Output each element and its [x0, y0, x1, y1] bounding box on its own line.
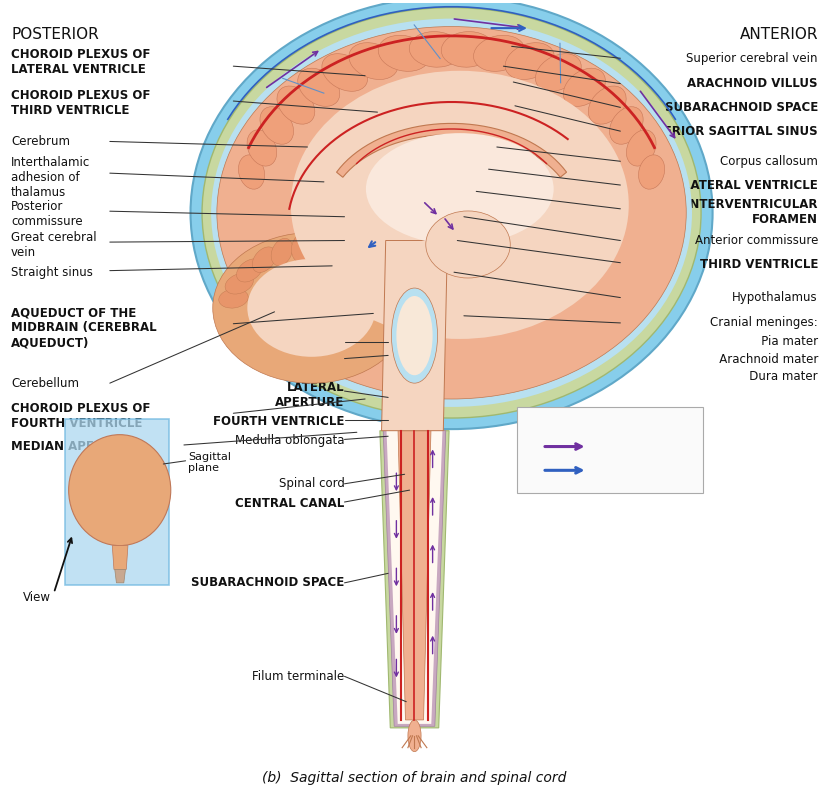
- Text: View: View: [23, 591, 51, 603]
- Text: Cerebrum: Cerebrum: [11, 135, 70, 148]
- Text: Posterior
commissure: Posterior commissure: [11, 200, 83, 228]
- Text: Great cerebral
vein: Great cerebral vein: [11, 231, 97, 259]
- Text: Dura mater: Dura mater: [738, 370, 817, 383]
- Text: AQUEDUCT OF THE
MIDBRAIN (CEREBRAL
AQUEDUCT): AQUEDUCT OF THE MIDBRAIN (CEREBRAL AQUED…: [11, 306, 156, 350]
- Text: ANTERIOR: ANTERIOR: [739, 27, 817, 42]
- Ellipse shape: [260, 107, 293, 144]
- Text: Interthalamic
adhesion of
thalamus: Interthalamic adhesion of thalamus: [11, 156, 90, 199]
- Ellipse shape: [638, 155, 664, 189]
- Ellipse shape: [321, 53, 368, 91]
- Text: SUPERIOR SAGITTAL SINUS: SUPERIOR SAGITTAL SINUS: [637, 124, 817, 137]
- Ellipse shape: [238, 155, 264, 189]
- Ellipse shape: [217, 26, 686, 399]
- Ellipse shape: [252, 247, 276, 272]
- Text: Cranial meninges:: Cranial meninges:: [710, 317, 817, 330]
- Text: Pia mater: Pia mater: [749, 335, 817, 349]
- Ellipse shape: [311, 234, 331, 263]
- Ellipse shape: [626, 130, 655, 166]
- Ellipse shape: [69, 435, 171, 546]
- Ellipse shape: [271, 239, 292, 266]
- Text: INTERVENTRICULAR
FORAMEN: INTERVENTRICULAR FORAMEN: [685, 198, 817, 226]
- Text: SUBARACHNOID SPACE: SUBARACHNOID SPACE: [191, 576, 344, 590]
- Ellipse shape: [247, 130, 277, 166]
- Ellipse shape: [365, 133, 553, 245]
- Ellipse shape: [504, 42, 554, 80]
- Polygon shape: [379, 431, 449, 728]
- Text: Superior cerebral vein: Superior cerebral vein: [686, 52, 817, 65]
- Ellipse shape: [409, 32, 461, 67]
- Ellipse shape: [219, 289, 248, 308]
- Polygon shape: [336, 124, 566, 177]
- Ellipse shape: [277, 86, 315, 124]
- Text: CSF: CSF: [595, 440, 619, 453]
- Text: Arachnoid mater: Arachnoid mater: [707, 353, 817, 365]
- Ellipse shape: [391, 288, 437, 383]
- Text: Venous blood: Venous blood: [595, 464, 679, 477]
- Polygon shape: [114, 570, 125, 583]
- Text: Filum terminale: Filum terminale: [252, 670, 344, 683]
- Ellipse shape: [190, 0, 712, 429]
- Ellipse shape: [297, 68, 339, 106]
- Ellipse shape: [374, 289, 404, 308]
- Text: Cerebellum: Cerebellum: [11, 377, 79, 389]
- Text: CHOROID PLEXUS OF
LATERAL VENTRICLE: CHOROID PLEXUS OF LATERAL VENTRICLE: [11, 48, 150, 77]
- Ellipse shape: [213, 232, 410, 383]
- Text: Straight sinus: Straight sinus: [11, 266, 93, 279]
- Ellipse shape: [291, 234, 311, 263]
- Text: POSTERIOR: POSTERIOR: [11, 27, 99, 42]
- Ellipse shape: [224, 273, 253, 294]
- Text: Medulla oblongata: Medulla oblongata: [234, 434, 344, 448]
- Ellipse shape: [330, 239, 352, 266]
- FancyBboxPatch shape: [517, 407, 702, 492]
- Ellipse shape: [396, 296, 432, 375]
- Ellipse shape: [236, 259, 262, 282]
- Ellipse shape: [291, 71, 628, 339]
- Text: Hypothalamus: Hypothalamus: [731, 291, 817, 304]
- Ellipse shape: [535, 53, 580, 91]
- Ellipse shape: [426, 211, 510, 278]
- Text: (b)  Sagittal section of brain and spinal cord: (b) Sagittal section of brain and spinal…: [262, 771, 566, 784]
- Text: SUBARACHNOID SPACE: SUBARACHNOID SPACE: [664, 101, 817, 114]
- Text: THIRD VENTRICLE: THIRD VENTRICLE: [699, 258, 817, 271]
- Ellipse shape: [360, 259, 386, 282]
- Text: LATERAL
APERTURE: LATERAL APERTURE: [275, 381, 344, 409]
- Ellipse shape: [563, 68, 604, 106]
- Ellipse shape: [247, 259, 375, 357]
- Polygon shape: [381, 240, 447, 431]
- Ellipse shape: [588, 86, 625, 124]
- Text: Anterior commissure: Anterior commissure: [694, 234, 817, 247]
- FancyBboxPatch shape: [65, 419, 169, 585]
- Text: ARACHNOID VILLUS: ARACHNOID VILLUS: [686, 77, 817, 90]
- Text: CHOROID PLEXUS OF
FOURTH VENTRICLE: CHOROID PLEXUS OF FOURTH VENTRICLE: [11, 402, 150, 430]
- Polygon shape: [397, 431, 431, 720]
- Text: CHOROID PLEXUS OF
THIRD VENTRICLE: CHOROID PLEXUS OF THIRD VENTRICLE: [11, 89, 150, 117]
- Ellipse shape: [349, 42, 397, 80]
- Ellipse shape: [378, 35, 429, 71]
- Ellipse shape: [369, 273, 397, 294]
- Ellipse shape: [211, 18, 691, 407]
- Ellipse shape: [609, 107, 643, 144]
- Ellipse shape: [347, 247, 370, 272]
- Text: MEDIAN APERTURE: MEDIAN APERTURE: [11, 440, 137, 453]
- Text: Path of:: Path of:: [535, 417, 582, 429]
- Text: Midbrain: Midbrain: [292, 335, 344, 349]
- Polygon shape: [112, 546, 128, 570]
- Text: Spinal cord: Spinal cord: [278, 477, 344, 490]
- Text: LATERAL VENTRICLE: LATERAL VENTRICLE: [682, 179, 817, 192]
- Ellipse shape: [473, 35, 524, 71]
- Text: Pons: Pons: [317, 352, 344, 365]
- Text: Corpus callosum: Corpus callosum: [720, 155, 817, 168]
- Ellipse shape: [202, 7, 700, 418]
- Polygon shape: [383, 431, 445, 726]
- Ellipse shape: [440, 32, 493, 67]
- Text: FOURTH VENTRICLE: FOURTH VENTRICLE: [213, 415, 344, 428]
- Text: CENTRAL CANAL: CENTRAL CANAL: [235, 497, 344, 510]
- Ellipse shape: [407, 720, 421, 752]
- Polygon shape: [386, 431, 442, 724]
- Text: Sagittal
plane: Sagittal plane: [188, 452, 231, 473]
